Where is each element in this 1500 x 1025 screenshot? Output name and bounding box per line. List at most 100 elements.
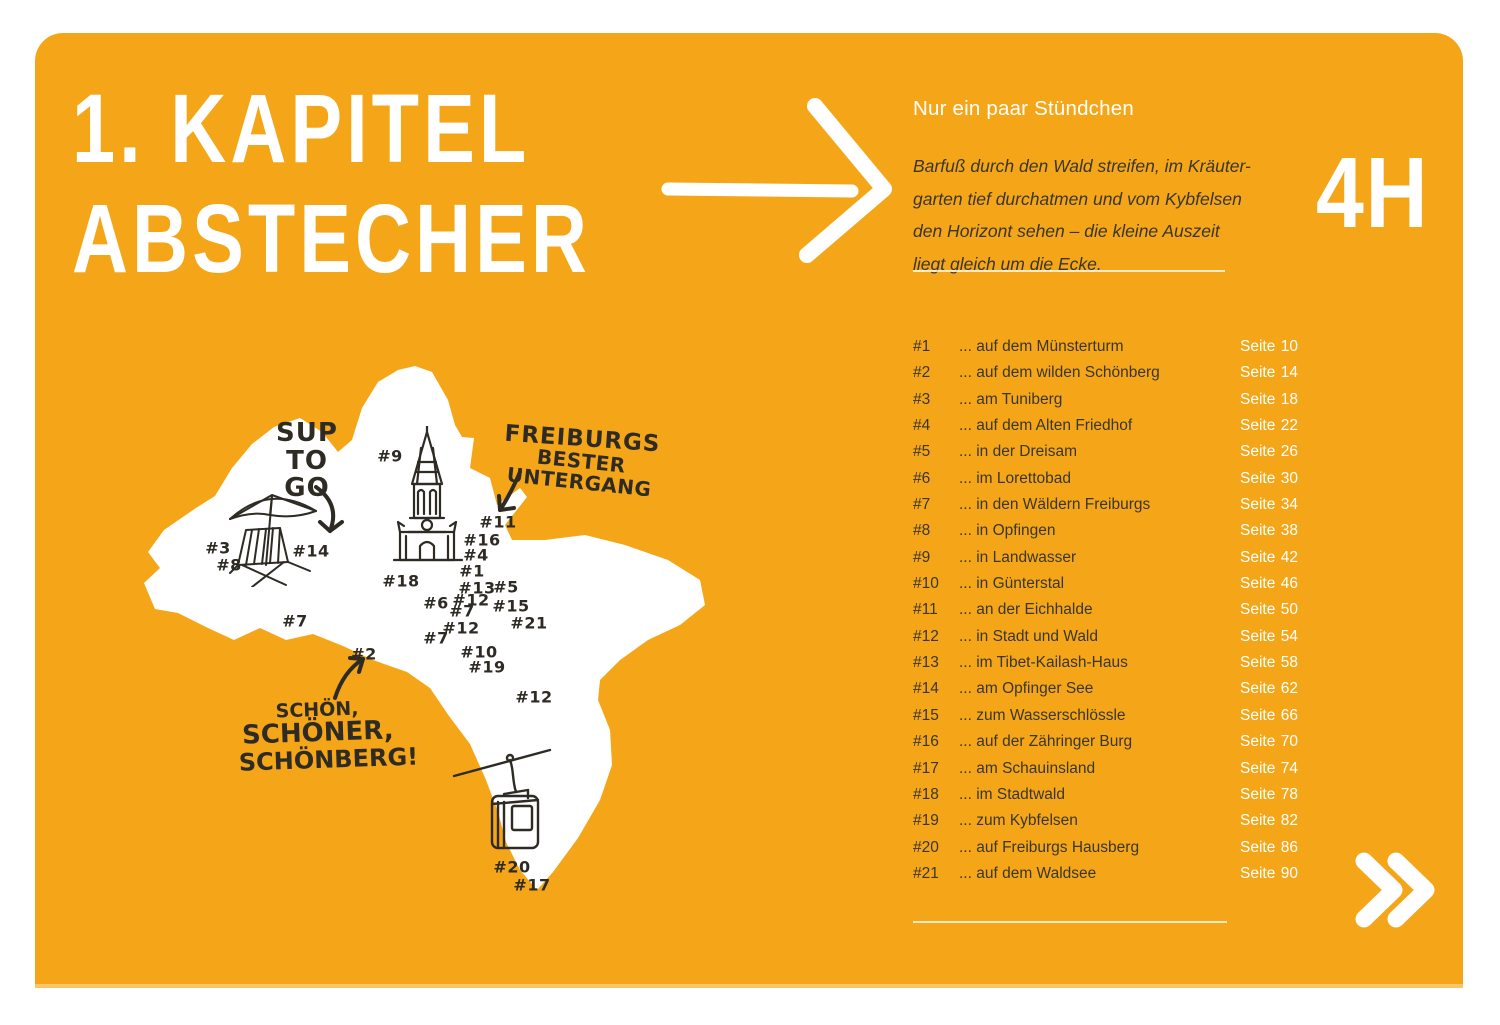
intro-paragraph-line: garten tief durchatmen und vom Kybfelsen <box>913 188 1242 209</box>
toc-page-word: Seite <box>1240 627 1276 645</box>
intro-paragraph-line: Barfuß durch den Wald streifen, im Kräut… <box>913 156 1251 176</box>
toc-item-page: Seite 30 <box>1240 466 1298 492</box>
toc-page-number: 58 <box>1280 654 1298 672</box>
toc-row: #16 ... auf der Zähringer Burg Seite 70 <box>913 729 1298 755</box>
map-label-sup-to-go: SUP TO GO <box>262 418 352 503</box>
toc-page-word: Seite <box>1240 812 1276 830</box>
toc-item-page: Seite 18 <box>1240 387 1298 413</box>
toc-page-number: 18 <box>1280 390 1298 408</box>
toc-item-title: ... im Stadtwald <box>959 785 1065 803</box>
toc-item-title: ... am Opfinger See <box>959 680 1094 698</box>
toc-page-number: 90 <box>1280 864 1298 882</box>
toc-page-number: 78 <box>1280 785 1298 803</box>
toc-row: #19 ... zum Kybfelsen Seite 82 <box>913 808 1298 834</box>
toc-page-word: Seite <box>1240 680 1276 698</box>
toc-page-number: 14 <box>1280 364 1298 382</box>
map-marker: #16 <box>463 530 501 550</box>
toc-row: #11 ... an der Eichhalde Seite 50 <box>913 597 1298 623</box>
toc-row: #8 ... in Opfingen Seite 38 <box>913 518 1298 544</box>
toc-item-number: #10 <box>913 575 939 593</box>
toc-page-number: 50 <box>1280 601 1298 619</box>
toc-item-number: #19 <box>913 812 939 830</box>
toc-page-number: 66 <box>1280 706 1298 724</box>
map-marker: #4 <box>463 545 489 565</box>
toc-page-word: Seite <box>1240 838 1276 856</box>
card-bottom-edge <box>35 984 1463 988</box>
arrow-down-left-untergang-icon <box>492 470 526 520</box>
toc-item-number: #17 <box>913 759 939 777</box>
toc-item-page: Seite 46 <box>1240 571 1298 597</box>
toc-page-word: Seite <box>1240 654 1276 672</box>
toc-item-page: Seite 78 <box>1240 782 1298 808</box>
toc-item-page: Seite 82 <box>1240 808 1298 834</box>
toc-row: #12 ... in Stadt und Wald Seite 54 <box>913 624 1298 650</box>
toc-item-number: #8 <box>913 522 931 540</box>
toc-page-number: 54 <box>1280 627 1298 645</box>
map-marker: #20 <box>493 857 531 877</box>
map-marker: #13 <box>458 578 496 598</box>
toc-item-title: ... in Landwasser <box>959 548 1077 566</box>
toc-item-number: #4 <box>913 417 931 435</box>
toc-page-word: Seite <box>1240 759 1276 777</box>
map-marker: #11 <box>479 512 517 532</box>
toc-item-title: ... im Tibet-Kailash-Haus <box>959 654 1128 672</box>
toc-item-page: Seite 50 <box>1240 597 1298 623</box>
toc-item-title: ... im Lorettobad <box>959 469 1072 487</box>
toc-item-page: Seite 10 <box>1240 334 1298 360</box>
toc-row: #4 ... auf dem Alten Friedhof Seite 22 <box>913 413 1298 439</box>
toc-item-number: #9 <box>913 548 931 566</box>
toc-row: #17 ... am Schauinsland Seite 74 <box>913 756 1298 782</box>
arrow-right-icon <box>652 92 892 267</box>
toc-page-number: 22 <box>1280 417 1298 435</box>
toc-item-number: #21 <box>913 864 939 882</box>
toc-page-number: 62 <box>1280 680 1298 698</box>
duration-badge: 4H <box>1316 137 1430 249</box>
toc-page-word: Seite <box>1240 338 1276 355</box>
toc-row: #9 ... in Landwasser Seite 42 <box>913 545 1298 571</box>
toc-page-word: Seite <box>1240 706 1276 724</box>
toc-item-page: Seite 26 <box>1240 439 1298 465</box>
toc-item-number: #2 <box>913 364 931 382</box>
map-marker: #9 <box>377 446 403 466</box>
toc-item-number: #20 <box>913 838 939 856</box>
map-label-line: SCHÖNBERG! <box>238 742 419 777</box>
toc-item-title: ... auf Freiburgs Hausberg <box>959 838 1140 856</box>
toc-row: #15 ... zum Wasserschlössle Seite 66 <box>913 703 1298 729</box>
chapter-title-line2: ABSTECHER <box>72 184 591 293</box>
toc-page-number: 30 <box>1280 469 1298 487</box>
toc-page-number: 42 <box>1280 548 1298 566</box>
map-label-line: SUP <box>276 418 338 448</box>
toc-page-word: Seite <box>1240 443 1276 461</box>
toc-item-title: ... in Opfingen <box>959 522 1056 540</box>
toc-item-title: ... auf dem Münsterturm <box>959 338 1124 355</box>
map-marker: #1 <box>459 561 485 581</box>
intro-paragraph: Barfuß durch den Wald streifen, im Kräut… <box>913 150 1251 280</box>
toc-item-title: ... zum Kybfelsen <box>959 812 1078 830</box>
map-marker: #12 <box>442 618 480 638</box>
toc-page-number: 70 <box>1280 733 1298 751</box>
toc-page-word: Seite <box>1240 496 1276 514</box>
map-marker: #8 <box>216 555 242 575</box>
toc-item-number: #16 <box>913 733 939 751</box>
toc-row: #3 ... am Tuniberg Seite 18 <box>913 387 1298 413</box>
chapter-title-line1: 1. KAPITEL <box>72 74 531 183</box>
toc-item-title: ... auf der Zähringer Burg <box>959 733 1133 751</box>
toc-item-page: Seite 86 <box>1240 835 1298 861</box>
toc-divider <box>913 921 1227 923</box>
map-marker: #7 <box>449 601 475 621</box>
toc-item-title: ... auf dem Waldsee <box>959 864 1097 882</box>
toc-row: #2 ... auf dem wilden Schönberg Seite 14 <box>913 360 1298 386</box>
toc-page-number: 26 <box>1280 443 1298 461</box>
deck-chair-umbrella-icon <box>222 487 322 587</box>
toc-row: #7 ... in den Wäldern Freiburgs Seite 34 <box>913 492 1298 518</box>
cable-car-gondola-icon <box>452 738 552 853</box>
toc-row: #18 ... im Stadtwald Seite 78 <box>913 782 1298 808</box>
toc-row: #20 ... auf Freiburgs Hausberg Seite 86 <box>913 835 1298 861</box>
toc-item-number: #12 <box>913 627 939 645</box>
toc-page-number: 34 <box>1280 496 1298 514</box>
toc-page-word: Seite <box>1240 417 1276 435</box>
toc-page-word: Seite <box>1240 601 1276 619</box>
chapter-title: 1. KAPITEL ABSTECHER <box>72 74 591 294</box>
toc-item-number: #6 <box>913 469 931 487</box>
